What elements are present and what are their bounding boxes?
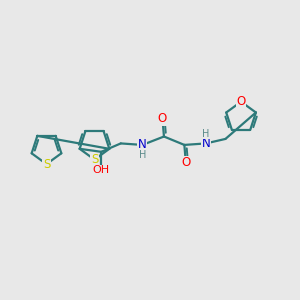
Text: S: S (91, 153, 98, 166)
Text: O: O (158, 112, 167, 125)
Text: N: N (138, 138, 147, 152)
Text: O: O (236, 95, 246, 108)
Text: S: S (43, 158, 50, 171)
Text: N: N (202, 137, 210, 150)
Text: OH: OH (93, 165, 110, 176)
Text: O: O (181, 156, 190, 170)
Text: H: H (139, 149, 146, 160)
Text: H: H (202, 129, 210, 139)
